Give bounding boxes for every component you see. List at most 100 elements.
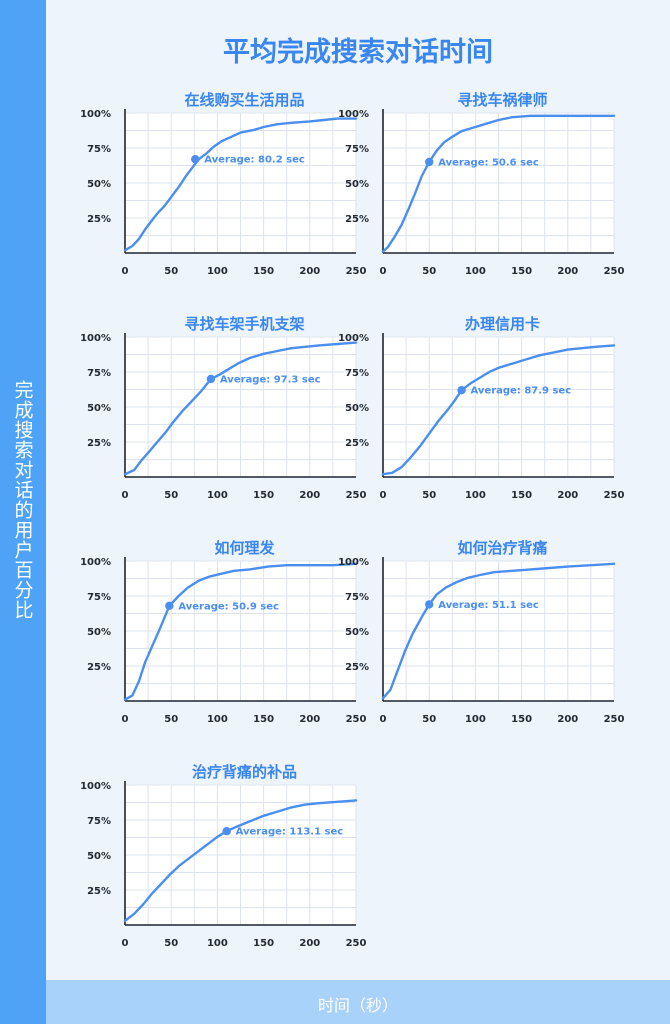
x-tick-label: 100 <box>207 714 228 725</box>
x-tick-label: 150 <box>253 266 274 277</box>
x-axis-title: 时间（秒） <box>317 996 398 1015</box>
y-tick-label: 25% <box>87 662 111 673</box>
average-point <box>457 386 466 395</box>
average-label: Average: 87.9 sec <box>471 386 572 397</box>
chart-panel-2: 寻找车祸律师 25% 50% 75% 100% 0 50 100 150 200 250 Averag… <box>338 91 624 277</box>
y-tick-label: 100% <box>80 333 111 344</box>
x-tick-label: 50 <box>164 938 178 949</box>
page-title: 平均完成搜索对话时间 <box>223 37 493 68</box>
y-tick-label: 75% <box>345 368 369 379</box>
x-tick-label: 100 <box>207 938 228 949</box>
y-tick-label: 75% <box>87 816 111 827</box>
chart-title: 寻找车祸律师 <box>457 91 547 109</box>
x-tick-label: 50 <box>422 266 436 277</box>
average-label: Average: 80.2 sec <box>204 155 305 166</box>
average-point <box>165 601 174 610</box>
x-tick-label: 50 <box>422 490 436 501</box>
x-tick-label: 0 <box>122 490 129 501</box>
series-line <box>123 117 358 252</box>
y-tick-label: 100% <box>338 109 369 120</box>
x-tick-label: 150 <box>253 938 274 949</box>
y-tick-label: 50% <box>87 179 111 190</box>
x-tick-label: 50 <box>422 714 436 725</box>
x-tick-label: 0 <box>122 938 129 949</box>
x-tick-label: 0 <box>122 266 129 277</box>
y-tick-label: 25% <box>87 438 111 449</box>
x-tick-label: 200 <box>299 938 320 949</box>
chart-title: 寻找车架手机支架 <box>184 315 304 333</box>
chart-panel-5: 如何理发 25% 50% 75% 100% 0 50 100 150 200 250 Average:… <box>80 539 366 725</box>
y-tick-label: 25% <box>87 886 111 897</box>
x-tick-label: 250 <box>346 490 367 501</box>
y-tick-label: 25% <box>345 438 369 449</box>
average-label: Average: 50.6 sec <box>438 158 539 169</box>
series-line <box>381 344 616 476</box>
x-tick-label: 200 <box>299 490 320 501</box>
y-tick-label: 75% <box>345 144 369 155</box>
x-tick-label: 150 <box>511 266 532 277</box>
y-tick-label: 25% <box>345 214 369 225</box>
x-tick-label: 0 <box>122 714 129 725</box>
average-point <box>222 827 231 836</box>
x-tick-label: 200 <box>557 490 578 501</box>
y-tick-label: 25% <box>87 214 111 225</box>
x-tick-label: 50 <box>164 490 178 501</box>
y-tick-label: 50% <box>345 627 369 638</box>
x-axis-band: 时间（秒） <box>46 980 670 1024</box>
y-tick-label: 50% <box>87 627 111 638</box>
y-tick-label: 100% <box>80 109 111 120</box>
x-tick-label: 100 <box>465 490 486 501</box>
series-line <box>381 562 616 700</box>
x-tick-label: 0 <box>380 266 387 277</box>
x-tick-label: 250 <box>346 714 367 725</box>
x-tick-label: 0 <box>380 714 387 725</box>
x-tick-label: 250 <box>604 266 625 277</box>
x-tick-label: 0 <box>380 490 387 501</box>
chart-title: 治疗背痛的补品 <box>192 763 297 781</box>
chart-title: 在线购买生活用品 <box>184 91 304 109</box>
y-axis-band: 完成搜索对话的用户百分比 <box>0 0 46 1024</box>
x-tick-label: 200 <box>299 714 320 725</box>
y-tick-label: 75% <box>87 368 111 379</box>
y-axis-title: 完成搜索对话的用户百分比 <box>11 380 34 620</box>
average-label: Average: 50.9 sec <box>178 601 279 612</box>
y-tick-label: 50% <box>87 851 111 862</box>
x-tick-label: 200 <box>557 714 578 725</box>
average-point <box>206 374 216 384</box>
x-tick-label: 50 <box>164 266 178 277</box>
x-tick-label: 100 <box>207 490 228 501</box>
y-tick-label: 75% <box>87 592 111 603</box>
chart-title: 如何理发 <box>214 539 275 557</box>
series-line <box>123 799 358 922</box>
y-tick-label: 100% <box>80 781 111 792</box>
average-label: Average: 113.1 sec <box>236 827 344 838</box>
average-label: Average: 97.3 sec <box>220 375 321 386</box>
average-point <box>425 600 434 609</box>
y-tick-label: 100% <box>338 333 369 344</box>
x-tick-label: 100 <box>207 266 228 277</box>
series-line <box>123 562 358 701</box>
x-tick-label: 100 <box>465 714 486 725</box>
y-tick-label: 75% <box>345 592 369 603</box>
chart-panel-3: 寻找车架手机支架 25% 50% 75% 100% 0 50 100 150 200 250 Aver… <box>80 315 366 501</box>
average-label: Average: 51.1 sec <box>438 600 539 611</box>
chart-title: 办理信用卡 <box>465 315 540 333</box>
x-tick-label: 200 <box>299 266 320 277</box>
chart-title: 如何治疗背痛 <box>457 539 547 557</box>
chart-panel-7: 治疗背痛的补品 25% 50% 75% 100% 0 50 100 150 200 250 Avera… <box>80 763 366 949</box>
y-tick-label: 50% <box>87 403 111 414</box>
average-point <box>425 157 434 167</box>
x-tick-label: 50 <box>164 714 178 725</box>
x-tick-label: 250 <box>604 490 625 501</box>
y-tick-label: 50% <box>345 179 369 190</box>
x-tick-label: 150 <box>511 490 532 501</box>
chart-panel-4: 办理信用卡 25% 50% 75% 100% 0 50 100 150 200 250 Average… <box>338 315 624 501</box>
y-tick-label: 50% <box>345 403 369 414</box>
y-tick-label: 75% <box>87 144 111 155</box>
x-tick-label: 250 <box>346 938 367 949</box>
x-tick-label: 250 <box>346 266 367 277</box>
x-tick-label: 100 <box>465 266 486 277</box>
average-point <box>191 155 200 164</box>
x-tick-label: 200 <box>557 266 578 277</box>
